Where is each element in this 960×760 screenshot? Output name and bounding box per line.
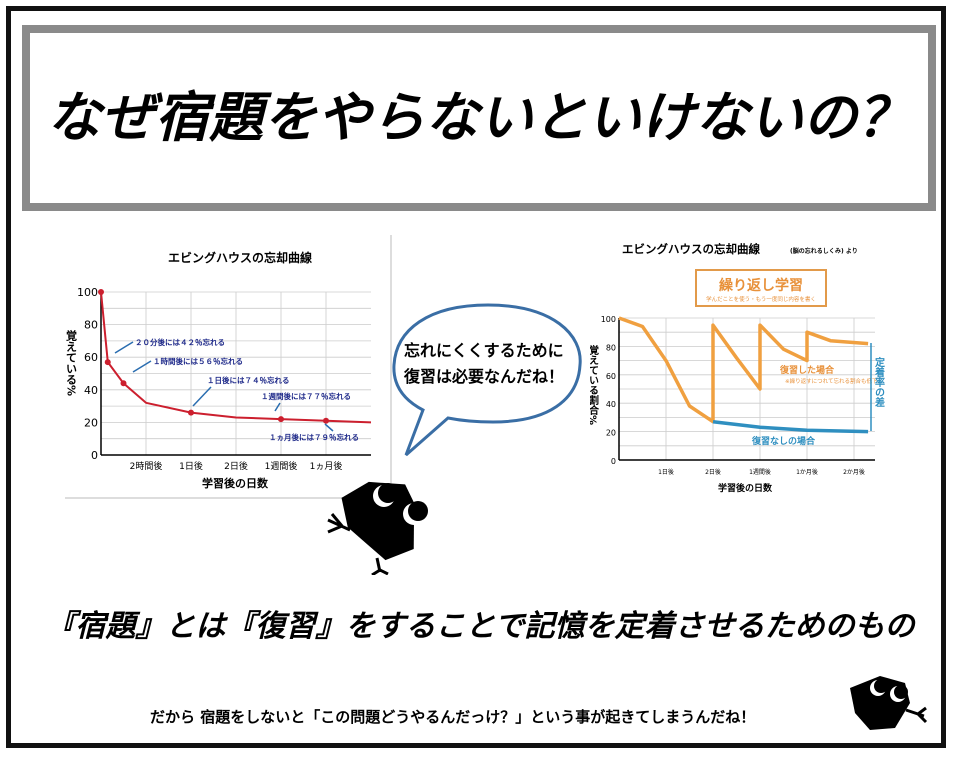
repetition-box (695, 269, 827, 307)
subtext: だから 宿題をしないと「この問題どうやるんだっけ？」という事が起きてしまうんだね… (150, 708, 756, 726)
x-tick-label: 2日後 (705, 468, 721, 476)
mascot-character-small (850, 676, 928, 730)
y-tick-label: 80 (84, 319, 98, 332)
mascot-character (327, 481, 428, 575)
x-tick-label: 1日後 (658, 468, 674, 476)
data-point (120, 380, 127, 387)
y-tick-label: 100 (77, 286, 98, 299)
annotation-arrow (324, 423, 334, 432)
y-axis-label: 覚えている% (65, 329, 78, 396)
annotation-arrow (274, 402, 281, 412)
annotation: １日後には７４％忘れる (207, 375, 290, 385)
y-tick-label: 100 (601, 315, 616, 324)
x-tick-label: 1週間後 (749, 468, 771, 476)
x-tick-label: 1か月後 (796, 468, 818, 476)
repetition-box-title: 繰り返し学習 (719, 277, 803, 294)
annotation: １週間後には７７％忘れる (261, 391, 351, 401)
data-point (188, 409, 194, 416)
speech-bubble-text: 忘れにくくするために 復習は必要なんだね！ (404, 338, 576, 390)
x-axis-label: 学習後の日数 (202, 476, 269, 490)
chart-title-note: (脳の忘れるしくみ) より (790, 247, 858, 255)
x-tick-label: 2日後 (224, 460, 248, 472)
series-label-no-review: 復習なしの場合 (751, 435, 816, 447)
x-tick-label: 1週間後 (265, 460, 298, 472)
main-heading: 『宿題』とは『復習』をすることで記憶を定着させるためのもの (45, 609, 915, 644)
annotation-arrow (114, 341, 134, 354)
y-tick-label: 80 (606, 343, 616, 352)
y-axis-label: 覚えている割合% (590, 344, 600, 425)
speech-line: 忘れにくくするために (404, 341, 564, 360)
x-tick-label: 2時間後 (130, 460, 163, 472)
repetition-box-subtitle: 学んだことを使う・もう一度同じ内容を書く (706, 295, 816, 303)
x-tick-label: 2か月後 (843, 468, 865, 476)
annotation-arrow (192, 386, 212, 407)
y-tick-label: 40 (84, 384, 98, 397)
repetition-learning-chart: エビングハウスの忘却曲線 (脳の忘れるしくみ) より 繰り返し学習 学んだことを… (587, 235, 900, 497)
series-line (712, 419, 869, 434)
page-title: なぜ宿題をやらないといけないの？ (47, 86, 911, 149)
annotation: １ヵ月後には７９％忘れる (269, 432, 359, 442)
y-tick-label: 0 (91, 449, 98, 462)
annotation: １時間後には５６％忘れる (153, 356, 243, 366)
x-tick-label: 1日後 (179, 460, 203, 472)
title-box: なぜ宿題をやらないといけないの？ (22, 25, 936, 211)
data-point (98, 289, 104, 295)
y-tick-label: 0 (611, 457, 616, 466)
difference-label: 定着率の差 (873, 356, 886, 407)
forgetting-curve-chart: エビングハウスの忘却曲線 学習後の日数 覚えている% 0 20 40 60 80 100 2… (65, 235, 392, 499)
y-tick-label: 40 (606, 400, 616, 409)
y-tick-label: 60 (84, 351, 98, 364)
speech-line: 復習は必要なんだね！ (404, 367, 565, 386)
chart-title: エビングハウスの忘却曲線 (168, 250, 312, 265)
series-label-reviewed: 復習した場合 (779, 364, 835, 376)
series-line (618, 316, 869, 424)
y-tick-label: 60 (606, 372, 616, 381)
x-axis-label: 学習後の日数 (718, 482, 773, 494)
annotation: ２０分後には４２％忘れる (135, 337, 225, 347)
data-point (323, 417, 329, 424)
y-tick-label: 20 (606, 429, 616, 438)
forgetting-curve-svg: エビングハウスの忘却曲線 学習後の日数 覚えている% 0 20 40 60 80 100 2… (65, 250, 372, 490)
repetition-learning-svg: エビングハウスの忘却曲線 (脳の忘れるしくみ) より 繰り返し学習 学んだことを… (587, 242, 886, 494)
speech-bubble (392, 303, 582, 457)
x-tick-label: 1ヵ月後 (310, 460, 343, 472)
series-note: ※繰り返すにつれて忘れる割合も低下 (785, 377, 878, 385)
y-tick-label: 20 (84, 416, 98, 429)
data-point (278, 416, 284, 423)
data-point (104, 359, 111, 366)
chart-title: エビングハウスの忘却曲線 (622, 242, 760, 256)
annotation-arrow (132, 360, 152, 373)
